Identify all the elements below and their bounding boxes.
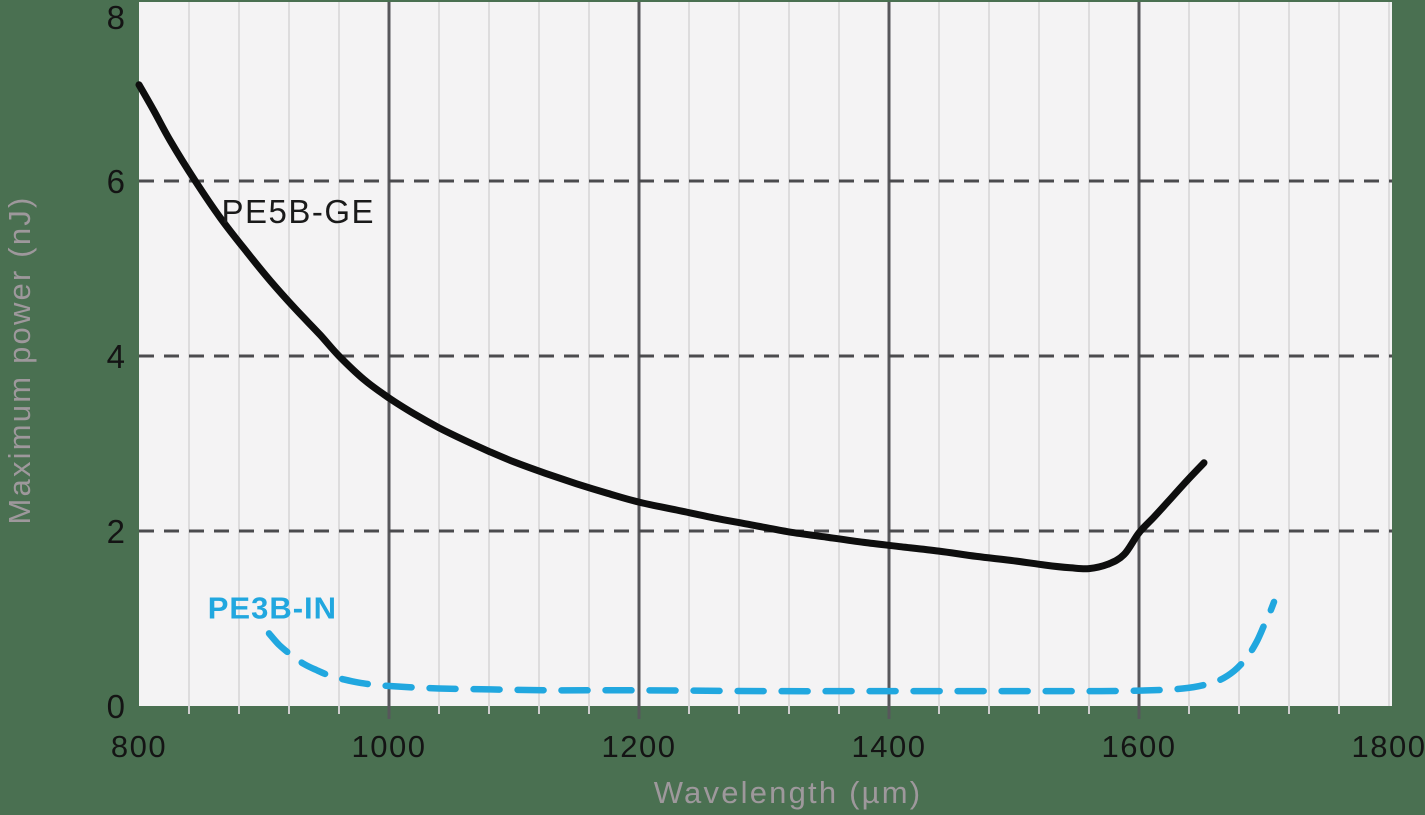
plot-area	[139, 2, 1392, 706]
x-tick-labels: 800 1000 1200 1400 1600 1800	[111, 729, 1425, 764]
series-label-pe5b-ge: PE5B-GE	[222, 193, 376, 230]
minor-gridlines	[188, 2, 1390, 706]
pe3b-in-curve	[265, 598, 1278, 695]
x-tick-label: 1600	[1102, 729, 1177, 764]
y-tick-label: 2	[107, 513, 126, 550]
y-tick-label: 4	[107, 338, 126, 375]
y-tick-labels: 0 2 4 6 8	[107, 0, 126, 725]
y-tick-label: 8	[107, 0, 126, 36]
x-axis-ticks	[188, 706, 1340, 719]
x-tick-label: 1800	[1352, 729, 1425, 764]
y-axis-title: Maximum power (nJ)	[2, 196, 37, 525]
x-tick-label: 800	[111, 729, 167, 764]
x-tick-label: 1000	[352, 729, 427, 764]
x-tick-label: 1400	[852, 729, 927, 764]
pe5b-ge-curve	[135, 81, 1208, 573]
x-axis-title: Wavelength (µm)	[654, 775, 923, 810]
y-tick-label: 0	[107, 688, 126, 725]
series-label-pe3b-in: PE3B-IN	[208, 591, 337, 626]
x-tick-label: 1200	[602, 729, 677, 764]
series-curves	[135, 81, 1278, 695]
major-gridlines	[387, 2, 1141, 706]
y-tick-label: 6	[107, 163, 126, 200]
